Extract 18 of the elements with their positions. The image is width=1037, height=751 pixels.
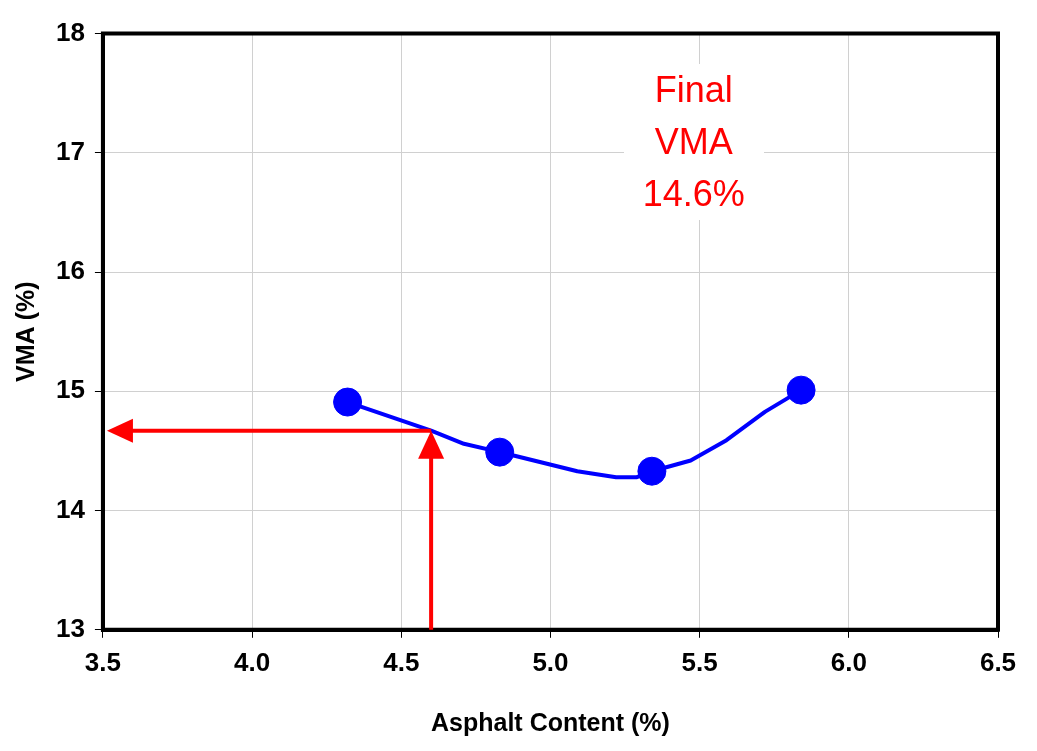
x-tick-label: 5.5 <box>681 646 718 677</box>
x-axis-title: Asphalt Content (%) <box>431 707 670 736</box>
y-tick-label: 16 <box>56 255 85 286</box>
y-tick-label: 14 <box>56 493 86 524</box>
x-tick-label: 3.5 <box>84 646 121 677</box>
y-axis-title: VMA (%) <box>10 281 39 382</box>
y-tick-label: 17 <box>56 136 85 167</box>
annotation: Final VMA 14.6% <box>623 63 764 220</box>
x-tick-label: 4.0 <box>234 646 271 677</box>
x-tick-label: 5.0 <box>532 646 569 677</box>
y-tick-label: 13 <box>56 612 85 643</box>
y-tick-label: 18 <box>56 16 85 47</box>
x-tick-label: 4.5 <box>383 646 420 677</box>
x-tick-label: 6.0 <box>830 646 867 677</box>
point <box>786 375 816 405</box>
x-tick-label: 6.5 <box>979 646 1017 677</box>
point <box>333 387 363 417</box>
y-tick-label: 15 <box>56 374 85 405</box>
